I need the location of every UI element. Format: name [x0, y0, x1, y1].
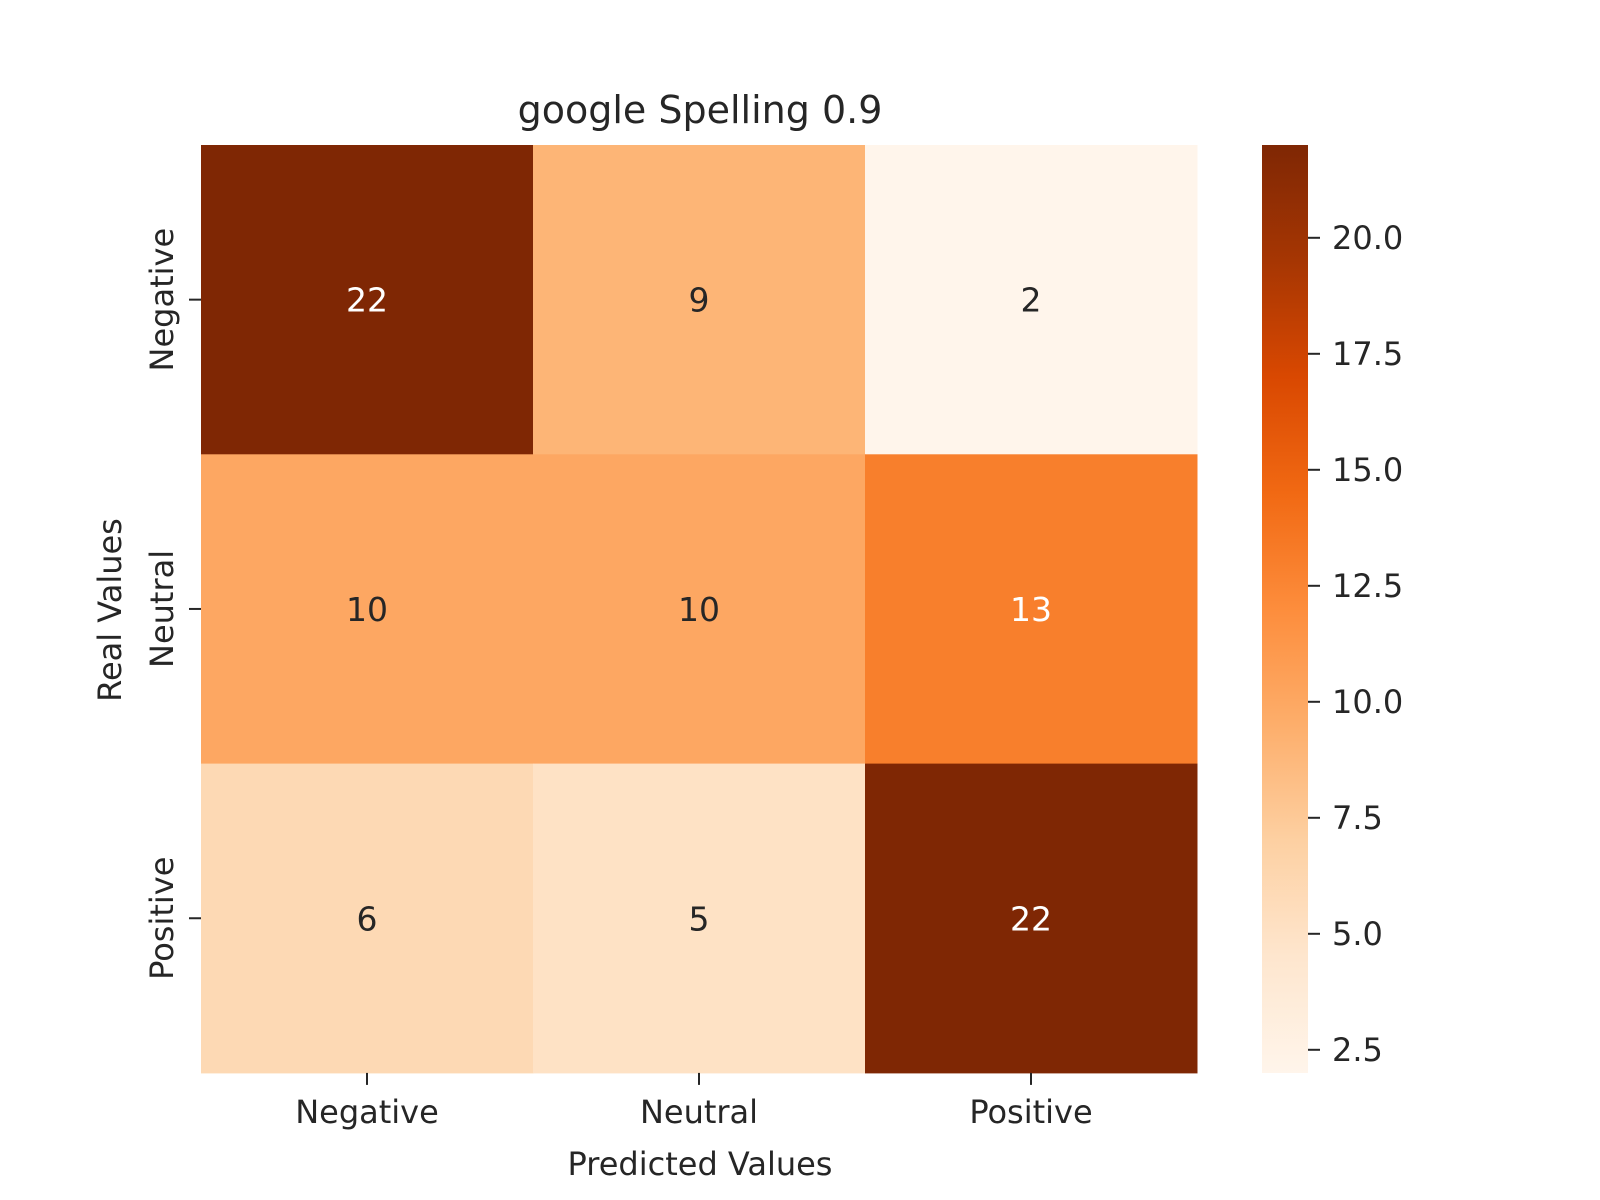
cell-value-label: 2 [1021, 281, 1042, 320]
heatmap-cell [865, 763, 1198, 1074]
cell-value-label: 6 [357, 899, 378, 938]
colorbar-tick-label: 5.0 [1332, 915, 1383, 953]
cell-value-label: 13 [1010, 590, 1052, 629]
y-axis-label: Real Values [91, 518, 129, 702]
colorbar-tick-label: 20.0 [1332, 219, 1403, 257]
cell-value-label: 10 [678, 590, 720, 629]
x-axis: Negative Neutral Positive [295, 1072, 1093, 1131]
y-tick-label: Neutral [143, 550, 181, 668]
x-tick-label: Negative [295, 1093, 439, 1131]
cell-value-label: 9 [689, 281, 710, 320]
cell-value-label: 10 [346, 590, 388, 629]
heatmap-cells [201, 145, 1198, 1074]
cell-value-label: 22 [1010, 899, 1052, 938]
heatmap-cell [533, 145, 866, 455]
heatmap-cell [201, 763, 534, 1074]
heatmap-cell [533, 763, 866, 1074]
colorbar-tick-label: 7.5 [1332, 799, 1383, 837]
heatmap-cell [533, 454, 866, 765]
chart-title: google Spelling 0.9 [518, 88, 883, 132]
y-axis: Negative Neutral Positive [143, 228, 201, 980]
cell-value-label: 22 [346, 281, 388, 320]
heatmap-cell [201, 454, 534, 765]
x-tick-label: Neutral [640, 1093, 758, 1131]
colorbar [1262, 145, 1308, 1073]
x-axis-label: Predicted Values [568, 1145, 833, 1183]
colorbar-tick-label: 12.5 [1332, 567, 1403, 605]
cell-value-label: 5 [689, 899, 710, 938]
heatmap-cell [201, 145, 534, 455]
y-tick-label: Negative [143, 228, 181, 372]
heatmap-cell [865, 145, 1198, 455]
colorbar-tick-label: 2.5 [1332, 1031, 1383, 1069]
x-tick-label: Positive [969, 1093, 1092, 1131]
colorbar-ticks: 2.5 5.0 7.5 10.0 12.5 15.0 17.5 20.0 [1308, 219, 1403, 1069]
colorbar-tick-label: 10.0 [1332, 683, 1403, 721]
colorbar-tick-label: 15.0 [1332, 451, 1403, 489]
y-tick-label: Positive [143, 857, 181, 980]
heatmap-cell-labels: 22 9 2 10 10 13 6 5 22 [346, 281, 1052, 939]
colorbar-tick-label: 17.5 [1332, 335, 1403, 373]
heatmap-cell [865, 454, 1198, 765]
